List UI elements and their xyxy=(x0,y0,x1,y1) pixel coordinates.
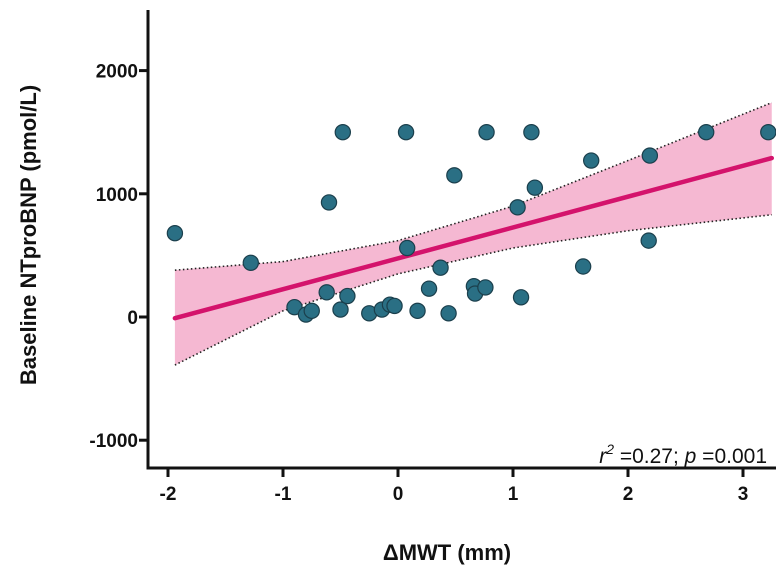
y-tick-label: 0 xyxy=(127,308,138,329)
data-point xyxy=(641,147,659,164)
x-axis-title: ΔMWT (mm) xyxy=(383,540,511,565)
data-point xyxy=(432,259,449,276)
ci-lower-edge xyxy=(174,213,772,366)
data-point xyxy=(166,225,184,242)
p-value: =0.001 xyxy=(696,445,767,468)
r-exponent: 2 xyxy=(605,441,614,457)
y-axis-title: Baseline NTproBNP (pmol/L) xyxy=(16,85,41,385)
data-point xyxy=(320,194,338,211)
data-point xyxy=(332,301,349,318)
x-tick-label: -2 xyxy=(160,484,177,505)
data-point xyxy=(440,305,457,322)
fit-line-layer xyxy=(172,155,774,321)
x-tick-label: 1 xyxy=(508,484,519,505)
data-point xyxy=(446,167,463,184)
ci-upper-edge xyxy=(174,101,773,271)
tick-labels-layer: -2 -1 0 1 2 3 -1000 0 1000 2000 xyxy=(89,62,748,505)
data-point xyxy=(477,279,494,296)
data-point xyxy=(420,280,438,297)
data-points-layer xyxy=(166,123,776,323)
data-point xyxy=(242,254,259,271)
r-symbol: r xyxy=(599,445,607,468)
data-point xyxy=(303,302,320,320)
stats-annotation: r2 =0.27; p =0.001 xyxy=(599,441,767,468)
y-tick-label: 1000 xyxy=(96,185,138,206)
x-tick-label: -1 xyxy=(275,484,292,505)
data-point xyxy=(339,287,356,305)
x-tick-label: 0 xyxy=(393,484,404,505)
data-point xyxy=(318,284,335,301)
data-point xyxy=(334,123,351,141)
regression-line xyxy=(172,155,774,321)
data-point xyxy=(583,152,600,169)
confidence-band-layer xyxy=(174,101,773,366)
data-point xyxy=(574,258,592,275)
x-tick-label: 2 xyxy=(623,484,634,505)
confidence-band xyxy=(174,102,772,366)
axes-layer xyxy=(139,10,776,477)
data-point xyxy=(698,123,715,141)
data-point xyxy=(386,297,403,315)
data-point xyxy=(526,179,544,196)
data-point xyxy=(509,199,526,216)
data-point xyxy=(409,302,426,320)
data-point xyxy=(478,123,495,141)
data-point xyxy=(286,298,303,316)
x-tick-label: 3 xyxy=(738,484,749,505)
data-point xyxy=(399,239,416,257)
data-point xyxy=(640,232,657,249)
data-point xyxy=(523,123,540,141)
y-tick-label: 2000 xyxy=(96,62,138,83)
p-symbol: p xyxy=(684,445,697,468)
data-point xyxy=(760,124,776,141)
data-point xyxy=(397,123,415,141)
data-point xyxy=(512,289,530,306)
y-tick-label: -1000 xyxy=(89,431,138,452)
r-value: =0.27; xyxy=(614,445,685,468)
